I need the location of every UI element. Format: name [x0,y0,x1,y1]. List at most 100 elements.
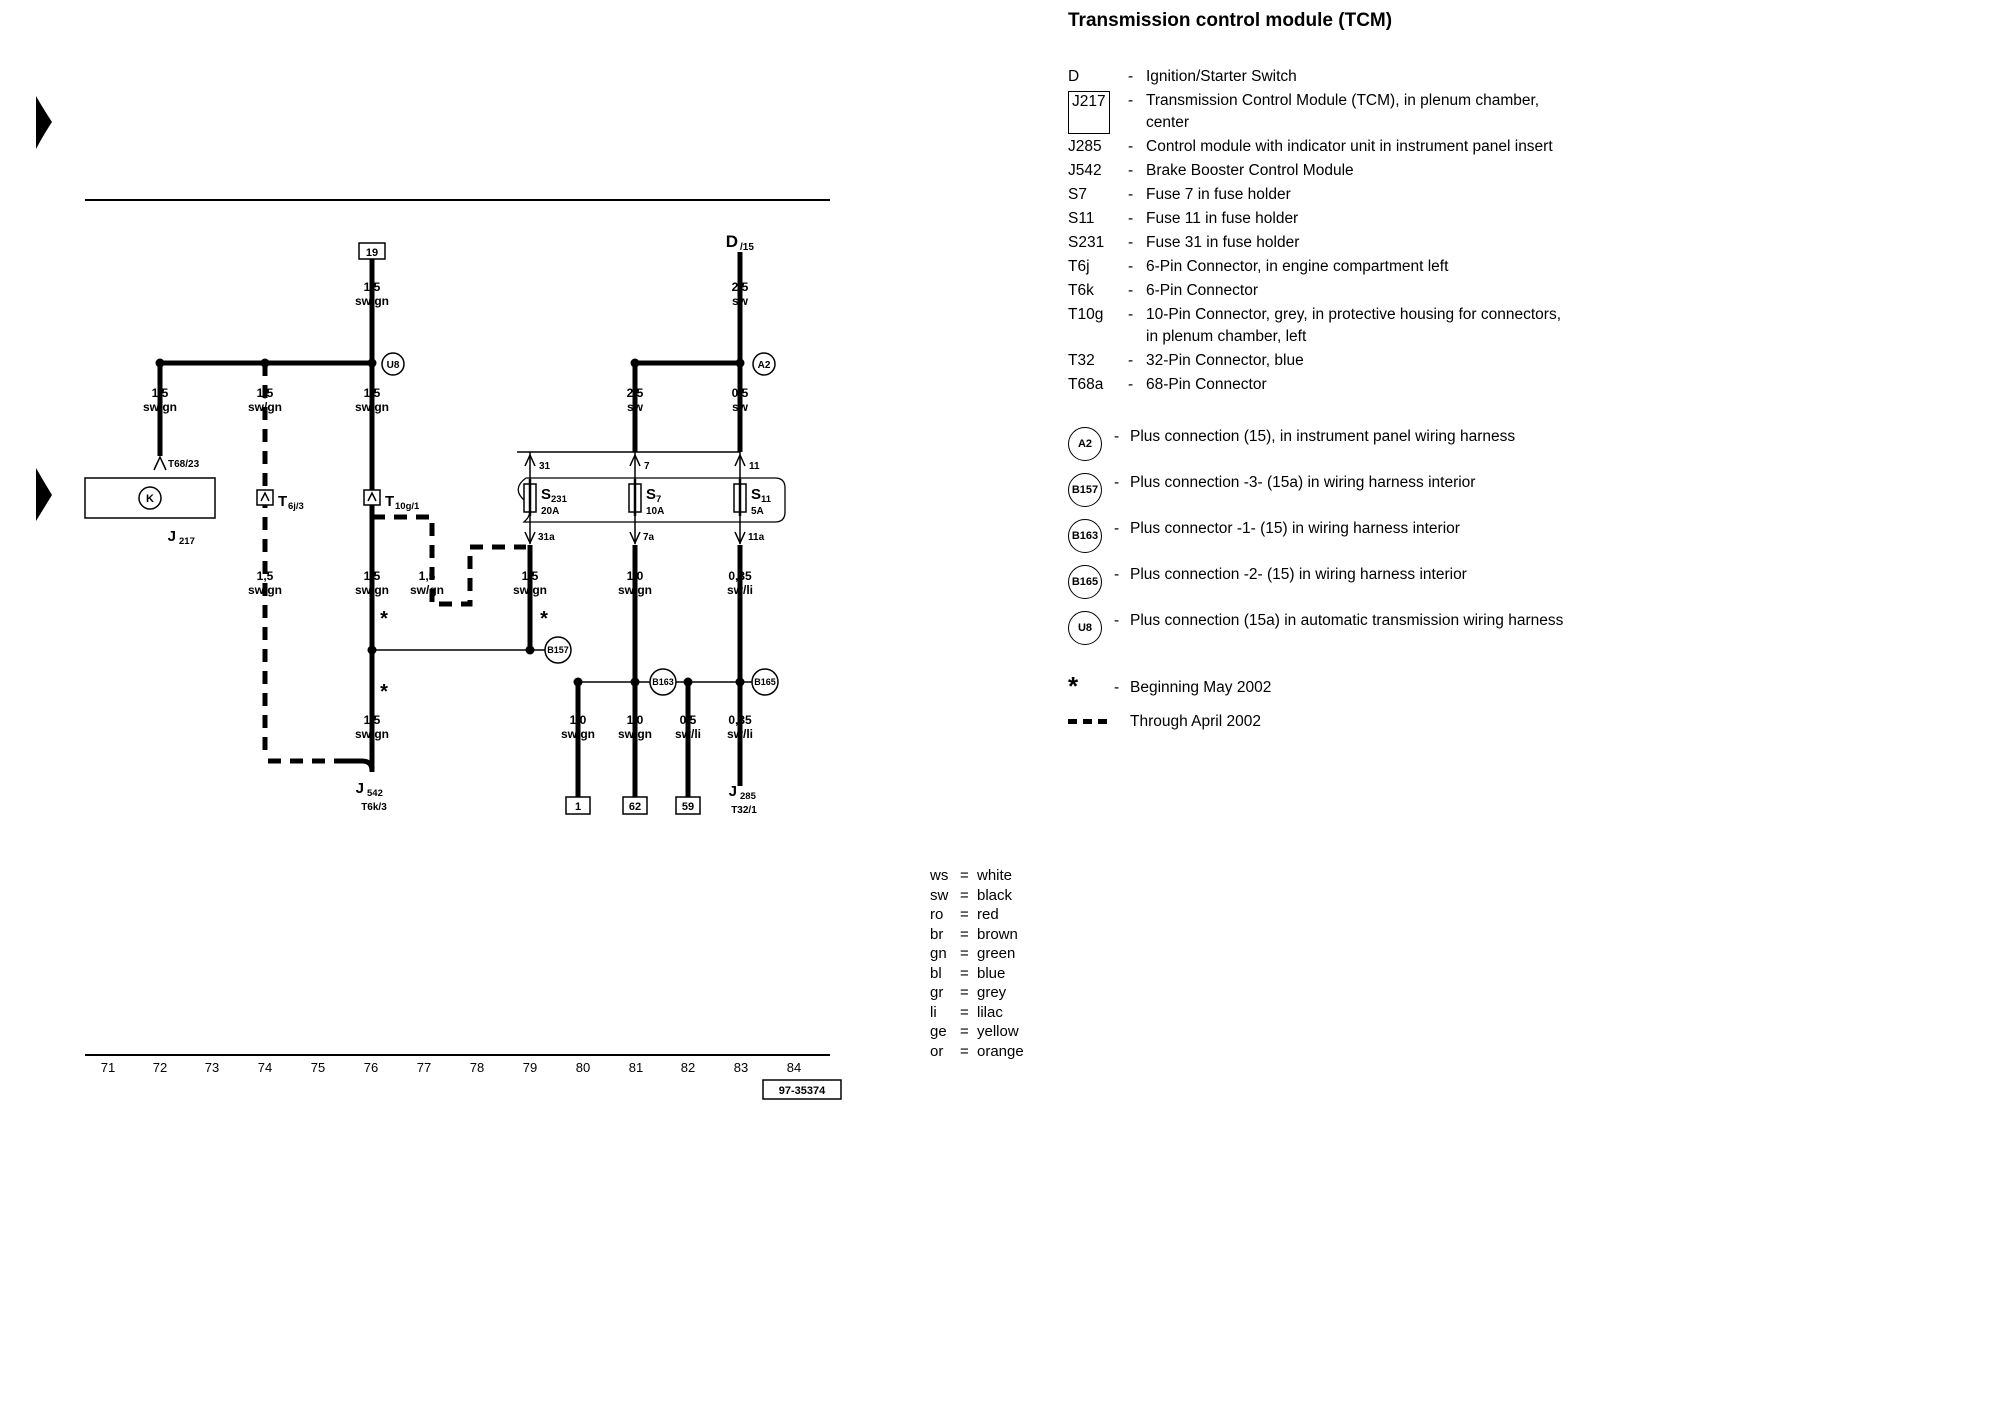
svg-text:1,0: 1,0 [570,713,587,727]
svg-text:A2: A2 [758,360,771,371]
svg-text:2,5: 2,5 [627,386,644,400]
svg-text:U8: U8 [387,360,400,371]
legend-circle-item: B163 - Plus connector -1- (15) in wiring… [1068,518,1568,553]
svg-text:542: 542 [367,788,383,799]
svg-text:1,5: 1,5 [364,569,381,583]
junction-dots [155,358,745,687]
svg-text:285: 285 [740,791,757,802]
svg-text:B163: B163 [652,677,674,687]
diagram-number-plate: 97-35374 [762,1079,842,1100]
fuse-holder-band [517,477,786,523]
k-label: K [146,493,154,505]
svg-text:20A: 20A [541,506,559,517]
svg-text:6j/3: 6j/3 [288,501,304,512]
component-legend: Transmission control module (TCM) D - Ig… [1068,10,1568,745]
svg-text:1,0: 1,0 [627,713,644,727]
dashed-note: Through April 2002 [1068,711,1568,733]
wire-label: 1,5 [364,280,381,294]
d-sub-label: /15 [740,242,754,253]
svg-text:sw/gn: sw/gn [618,727,652,741]
svg-text:71: 71 [101,1060,115,1075]
svg-text:1,5: 1,5 [364,713,381,727]
svg-text:11: 11 [761,494,772,505]
legend-item: J542 - Brake Booster Control Module [1068,162,1354,179]
d-label: D [726,232,738,251]
terminal-19: 19 1,5 sw/gn [355,242,389,308]
svg-text:1,5: 1,5 [522,569,539,583]
svg-text:0,35: 0,35 [728,569,752,583]
legend-code-boxed: J217 [1068,91,1110,134]
svg-text:T: T [278,493,287,510]
terminal-59: 59 [675,796,701,815]
svg-text:sw/gn: sw/gn [248,583,282,597]
svg-text:74: 74 [258,1060,272,1075]
legend-item: T68a - 68-Pin Connector [1068,376,1267,393]
legend-circle-item: B165 - Plus connection -2- (15) in wirin… [1068,564,1568,599]
svg-text:sw/li: sw/li [675,727,701,741]
star-markers: * * * [380,608,548,703]
color-code: gn = green [930,945,1016,962]
svg-text:62: 62 [629,801,641,813]
svg-text:T6k/3: T6k/3 [361,802,387,813]
svg-text:sw/gn: sw/gn [143,400,177,414]
legend-item: D - Ignition/Starter Switch [1068,66,1568,88]
svg-text:T: T [385,493,394,510]
svg-text:*: * [380,681,388,703]
svg-text:*: * [540,608,548,630]
legend-notes: * - Beginning May 2002 Through April 200… [1068,671,1568,733]
color-code: br = brown [930,925,1018,943]
module-j285: J 285 T32/1 [729,783,758,816]
svg-text:231: 231 [551,494,568,505]
svg-text:J: J [729,783,737,800]
svg-text:T68/23: T68/23 [168,459,200,470]
wire-label: 2,5 [732,280,749,294]
legend-item: T6j - 6-Pin Connector, in engine compart… [1068,258,1449,275]
star-symbol: * [1068,671,1079,701]
svg-text:sw/gn: sw/gn [618,583,652,597]
wire-label: sw [732,294,749,308]
color-code: sw = black [930,886,1013,904]
wire-label: sw/gn [355,294,389,308]
legend-circle-item: A2 - Plus connection (15), in instrument… [1068,426,1568,461]
legend-sep: - [1128,92,1134,109]
legend-item: J217 - Transmission Control Module (TCM)… [1068,90,1568,134]
plus-connection-b165: B165 [751,668,779,696]
legend-circle-item: U8 - Plus connection (15a) in automatic … [1068,610,1568,645]
svg-text:*: * [380,608,388,630]
svg-text:B157: B157 [547,645,569,655]
wire-t10g-dashed-branch [372,514,526,607]
plus-connection-u8: U8 [381,352,405,376]
plus-connection-a2: A2 [752,352,776,376]
svg-text:82: 82 [681,1060,695,1075]
svg-text:S: S [541,486,551,503]
svg-text:31: 31 [539,461,551,472]
color-code: ge = yellow [930,1023,1019,1040]
svg-text:84: 84 [787,1060,801,1075]
svg-text:0,5: 0,5 [732,386,749,400]
color-code: gr = grey [930,984,1007,1001]
svg-text:77: 77 [417,1060,431,1075]
svg-text:31a: 31a [538,532,555,543]
color-code: or = orange [930,1042,1024,1060]
terminal-1: 1 [565,796,591,815]
legend-desc: Transmission Control Module (TCM), in pl… [1146,92,1540,131]
svg-text:sw/li: sw/li [727,583,753,597]
color-code: bl = blue [930,964,1006,982]
wiring-diagram: 19 1,5 sw/gn D /15 2,5 sw U8 A2 1,5 sw/g… [36,96,842,1100]
svg-text:7a: 7a [643,532,655,543]
ignition-switch-d15: D /15 2,5 sw [726,232,755,308]
page-arrow-mid [36,468,52,521]
legend-desc: Ignition/Starter Switch [1146,68,1297,85]
svg-text:97-35374: 97-35374 [779,1085,826,1097]
color-code: li = lilac [930,1003,1003,1021]
svg-text:1,5: 1,5 [257,569,274,583]
svg-text:sw: sw [627,400,644,414]
svg-text:1,5: 1,5 [152,386,169,400]
fuse-s7: 7 S 7 10A 7a [628,452,664,545]
wires [157,252,743,797]
wire-labels-row3: 1,5 sw/gn 1,0 sw/gn 1,0 sw/gn 0,5 sw/li … [355,713,753,741]
svg-text:sw/gn: sw/gn [355,727,389,741]
svg-text:S: S [646,486,656,503]
color-code-legend: ws = white sw = black ro = red br = brown gn = gre… [930,866,1024,1061]
b157-circle: B157 [1068,473,1102,507]
